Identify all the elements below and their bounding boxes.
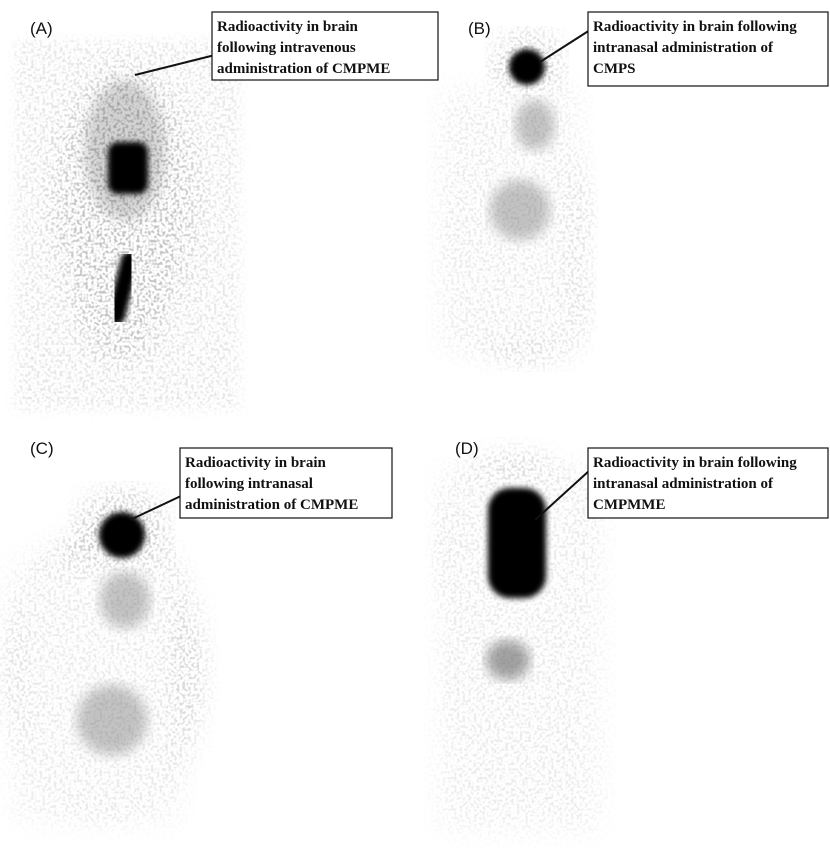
annotation-line: CMPMME	[593, 497, 665, 513]
annotation-box	[587, 447, 829, 519]
pointer	[534, 469, 591, 521]
panel-label: (D)	[455, 439, 479, 458]
uptake-faint	[486, 640, 530, 680]
annotation-line: Radioactivity in brain following	[593, 455, 797, 471]
annotation-line: intranasal administration of	[593, 476, 774, 492]
uptake-hot	[488, 488, 546, 598]
